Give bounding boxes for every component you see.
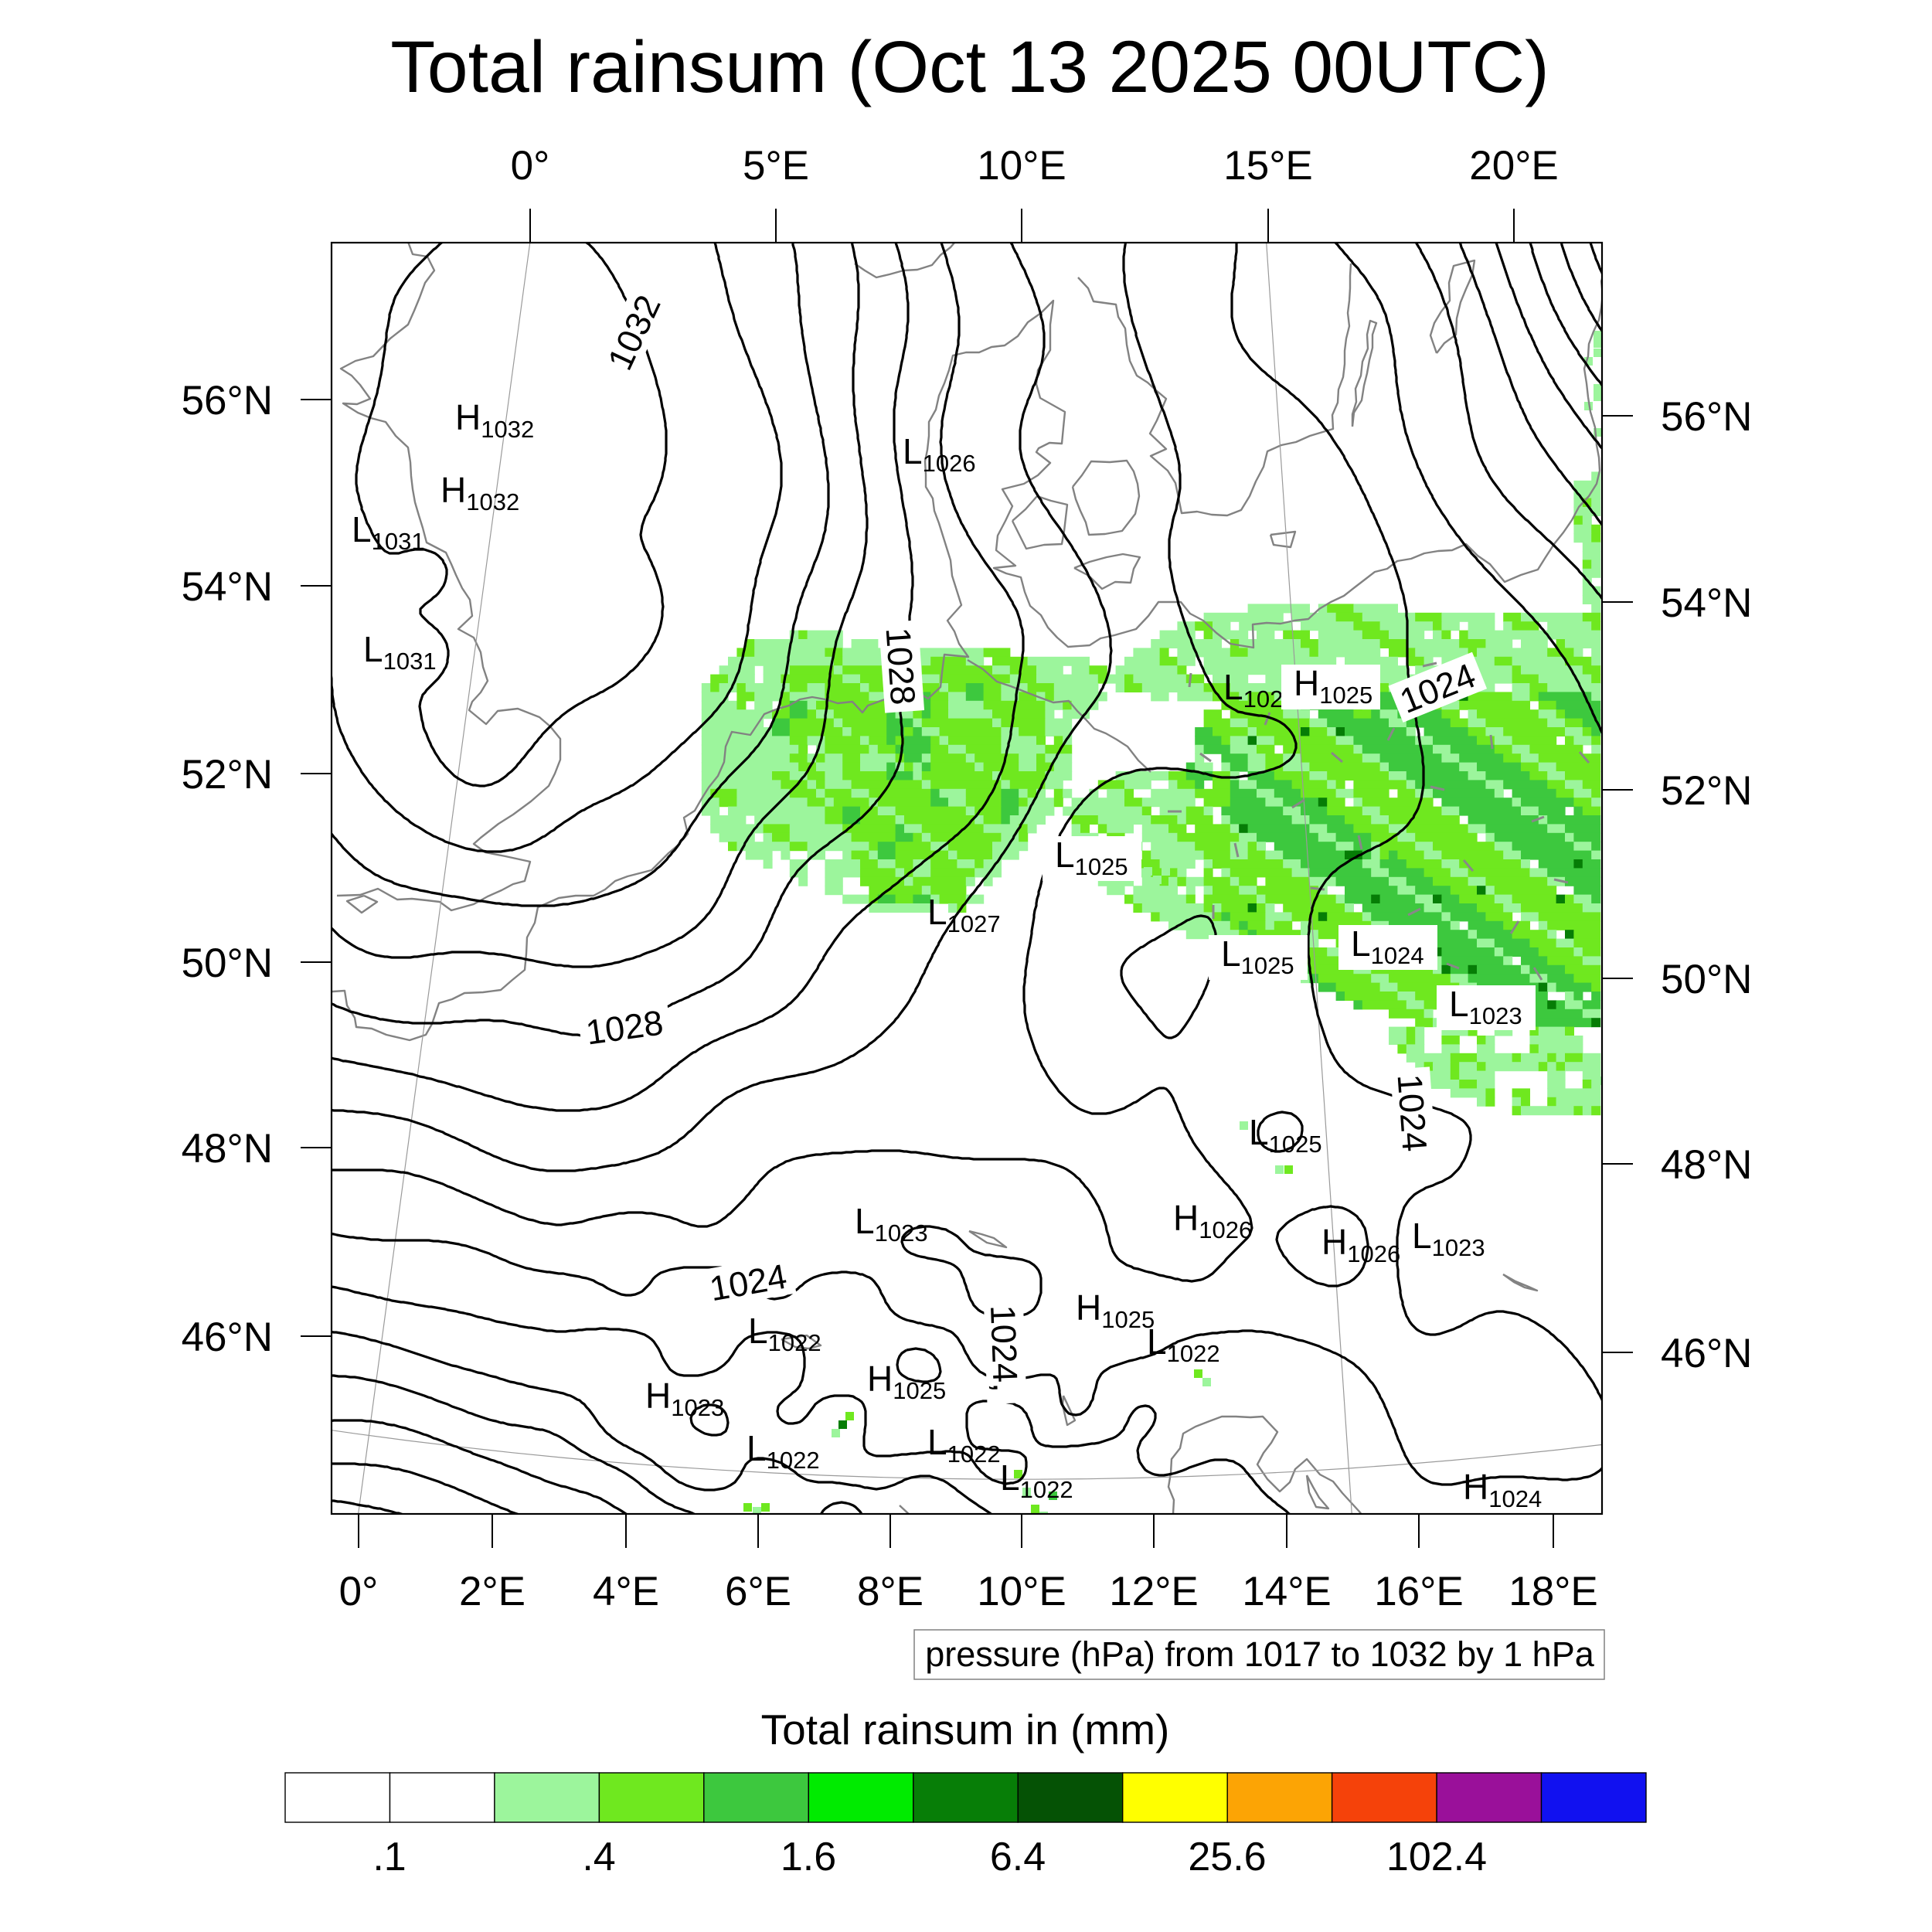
svg-text:.1: .1 (372, 1835, 406, 1879)
svg-text:5°E: 5°E (743, 143, 809, 189)
svg-text:18°E: 18°E (1509, 1569, 1598, 1614)
svg-text:1028: 1028 (879, 626, 923, 706)
svg-text:0°: 0° (511, 143, 550, 189)
svg-text:0°: 0° (339, 1569, 379, 1614)
svg-text:1.6: 1.6 (781, 1835, 836, 1879)
svg-text:10°E: 10°E (977, 143, 1066, 189)
svg-text:6.4: 6.4 (990, 1835, 1046, 1879)
svg-text:48°N: 48°N (1661, 1142, 1752, 1188)
svg-text:48°N: 48°N (182, 1126, 273, 1172)
svg-text:50°N: 50°N (182, 940, 273, 986)
svg-text:50°N: 50°N (1661, 957, 1752, 1002)
svg-text:52°N: 52°N (1661, 768, 1752, 814)
svg-text:Total rainsum in (mm): Total rainsum in (mm) (761, 1706, 1170, 1753)
svg-text:8°E: 8°E (857, 1569, 923, 1614)
svg-text:6°E: 6°E (725, 1569, 791, 1614)
svg-text:.4: .4 (582, 1835, 615, 1879)
svg-text:54°N: 54°N (1661, 580, 1752, 626)
svg-text:pressure (hPa) from 1017 to 10: pressure (hPa) from 1017 to 1032 by 1 hP… (925, 1634, 1594, 1674)
svg-text:52°N: 52°N (182, 752, 273, 798)
svg-text:4°E: 4°E (593, 1569, 659, 1614)
svg-text:16°E: 16°E (1374, 1569, 1464, 1614)
svg-text:H1025: H1025 (867, 1359, 946, 1404)
svg-text:1024: 1024 (1390, 1073, 1435, 1152)
svg-text:12°E: 12°E (1109, 1569, 1199, 1614)
svg-text:15°E: 15°E (1223, 143, 1313, 189)
svg-text:1024,: 1024, (983, 1304, 1026, 1393)
svg-text:25.6: 25.6 (1188, 1835, 1266, 1879)
svg-text:14°E: 14°E (1242, 1569, 1332, 1614)
svg-text:56°N: 56°N (1661, 394, 1752, 440)
svg-text:H1032: H1032 (440, 470, 519, 515)
svg-text:L1023: L1023 (1449, 984, 1522, 1029)
svg-text:46°N: 46°N (1661, 1331, 1752, 1376)
svg-text:10°E: 10°E (977, 1569, 1066, 1614)
svg-text:102.4: 102.4 (1386, 1835, 1487, 1879)
svg-text:56°N: 56°N (182, 378, 273, 423)
svg-text:2°E: 2°E (459, 1569, 526, 1614)
svg-text:Total rainsum (Oct 13 2025 00U: Total rainsum (Oct 13 2025 00UTC) (390, 26, 1549, 108)
svg-text:20°E: 20°E (1469, 143, 1559, 189)
svg-text:46°N: 46°N (182, 1315, 273, 1360)
svg-text:54°N: 54°N (182, 564, 273, 610)
